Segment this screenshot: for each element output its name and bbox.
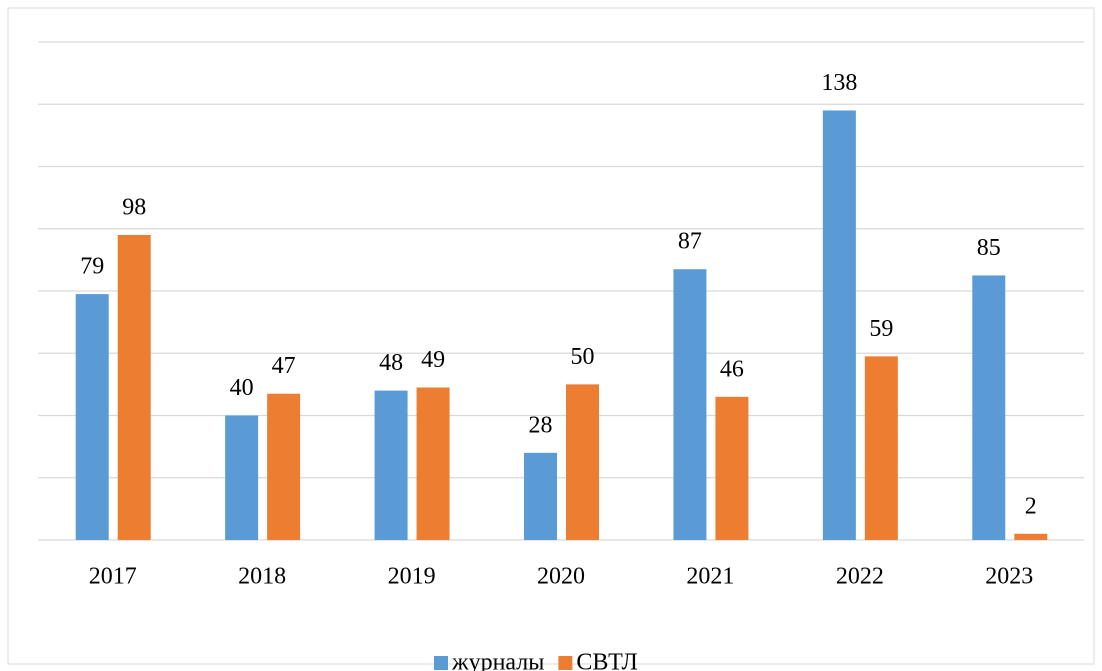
data-label: 98: [122, 194, 146, 220]
bar: [822, 110, 856, 540]
bar: [673, 269, 707, 540]
x-tick-label: 2018: [238, 564, 286, 590]
bar: [416, 387, 450, 540]
x-tick-label: 2023: [985, 564, 1033, 590]
x-tick-label: 2019: [388, 564, 436, 590]
x-tick-label: 2017: [89, 564, 137, 590]
x-tick-label: 2020: [537, 564, 585, 590]
bar: [715, 396, 749, 540]
data-label: 48: [379, 350, 403, 376]
bar: [225, 415, 259, 540]
bar: [566, 384, 599, 540]
bar: [374, 390, 408, 540]
data-label: 40: [230, 375, 254, 401]
data-label: 87: [678, 229, 702, 255]
x-tick-label: 2022: [836, 564, 884, 590]
bar: [864, 356, 898, 540]
bar: [524, 452, 557, 540]
data-label: 47: [272, 353, 296, 379]
legend-label: журналы: [451, 650, 544, 671]
chart-border: [7, 7, 1095, 665]
bar: [75, 294, 109, 540]
data-label: 49: [421, 347, 445, 373]
data-label: 79: [80, 254, 104, 280]
data-label: 85: [977, 235, 1001, 261]
data-label: 59: [869, 316, 893, 342]
bar: [267, 393, 301, 540]
bar: [1014, 533, 1048, 540]
legend-swatch: [558, 656, 573, 670]
bar: [972, 275, 1006, 540]
legend-swatch: [434, 656, 448, 670]
bar: [117, 234, 151, 540]
data-label: 50: [571, 344, 595, 370]
data-label: 46: [720, 356, 744, 382]
x-tick-label: 2021: [686, 564, 734, 590]
data-label: 138: [821, 70, 857, 96]
legend-label: СВТЛ: [576, 650, 637, 671]
data-label: 2: [1025, 493, 1037, 519]
data-label: 28: [529, 412, 553, 438]
